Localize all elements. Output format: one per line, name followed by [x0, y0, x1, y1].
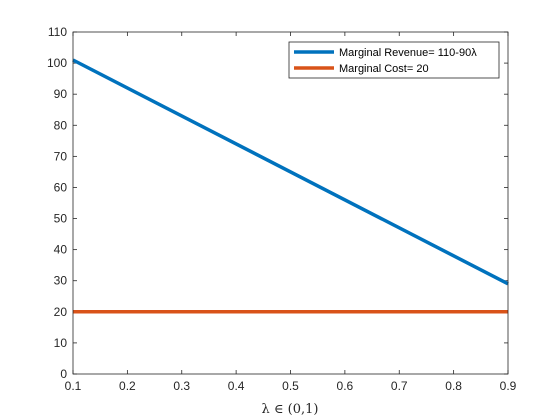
legend: Marginal Revenue= 110-90λ Marginal Cost=…	[288, 41, 500, 79]
y-tick-label: 30	[54, 274, 68, 288]
y-tick-label: 90	[54, 87, 68, 101]
plot-area	[73, 32, 508, 374]
x-axis: 0.1 0.2 0.3 0.4 0.5 0.6 0.7 0.8 0.9	[65, 32, 517, 393]
legend-label-revenue: Marginal Revenue= 110-90λ	[339, 47, 477, 59]
y-axis: 0 10 20 30 40 50 60 70 80 90 100 110	[47, 25, 508, 381]
y-tick-label: 80	[54, 118, 68, 132]
y-tick-label: 60	[54, 180, 68, 194]
y-tick-label: 100	[47, 56, 67, 70]
series-line-marginal-revenue	[72, 58, 509, 286]
x-tick-label: 0.2	[119, 379, 136, 393]
x-tick-label: 0.9	[500, 379, 517, 393]
legend-box	[288, 41, 500, 79]
y-tick-label: 20	[54, 305, 68, 319]
series-lines	[72, 58, 509, 314]
y-tick-label: 110	[48, 25, 67, 39]
x-tick-label: 0.4	[228, 379, 245, 393]
y-tick-label: 70	[54, 149, 68, 163]
x-tick-label: 0.1	[65, 379, 82, 393]
y-tick-label: 50	[54, 212, 68, 226]
y-tick-label: 40	[54, 243, 68, 257]
y-tick-label: 0	[60, 367, 67, 381]
x-tick-label: 0.6	[337, 379, 354, 393]
x-tick-label: 0.7	[391, 379, 408, 393]
legend-label-cost: Marginal Cost= 20	[339, 63, 429, 75]
x-axis-label: λ ∈ (0,1)	[262, 402, 319, 417]
x-tick-label: 0.3	[173, 379, 190, 393]
plot-frame	[72, 31, 509, 375]
y-tick-label: 10	[54, 336, 68, 350]
x-tick-label: 0.8	[445, 379, 462, 393]
x-tick-label: 0.5	[282, 379, 299, 393]
